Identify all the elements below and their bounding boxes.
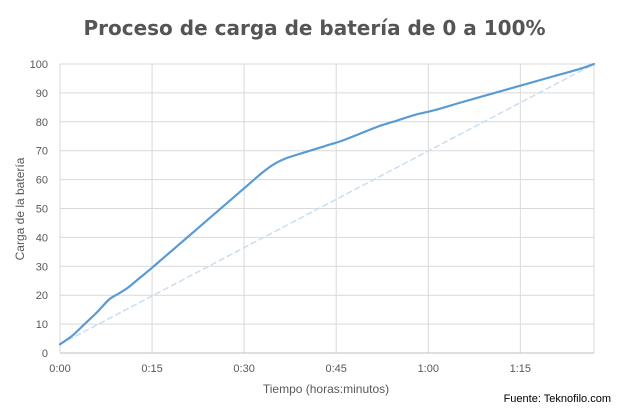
x-tick-label: 0:30 [233,363,254,375]
y-tick-label: 50 [36,204,48,216]
gridlines [60,63,595,353]
x-axis-title: Tiempo (horas:minutos) [263,382,389,396]
chart-title: Proceso de carga de batería de 0 a 100% [83,16,546,40]
y-tick-label: 30 [36,261,48,273]
y-tick-label: 40 [36,232,48,244]
series-lines [58,62,596,346]
y-tick-label: 90 [36,88,48,100]
x-tick-label: 0:45 [325,363,346,375]
y-tick-label: 60 [36,175,48,187]
x-tick-label: 0:00 [49,363,70,375]
x-tick-label: 1:00 [418,363,439,375]
axes: 0 10 20 30 40 50 60 70 80 90 100 0:00 0:15 0:30 0:45 1:… [30,59,594,375]
reference-line-dashed [59,63,595,346]
y-tick-label: 0 [42,348,48,360]
y-tick-label: 10 [36,319,48,331]
x-tick-label: 0:15 [141,363,162,375]
y-tick-label: 100 [30,59,48,71]
y-axis-title: Carga de la batería [13,157,27,260]
source-note: Fuente: Teknofilo.com [503,393,611,405]
y-tick-label: 80 [36,117,48,129]
y-tick-label: 70 [36,146,48,158]
charge-curve-line [58,62,596,346]
y-tick-label: 20 [36,290,48,302]
x-tick-label: 1:15 [510,363,531,375]
